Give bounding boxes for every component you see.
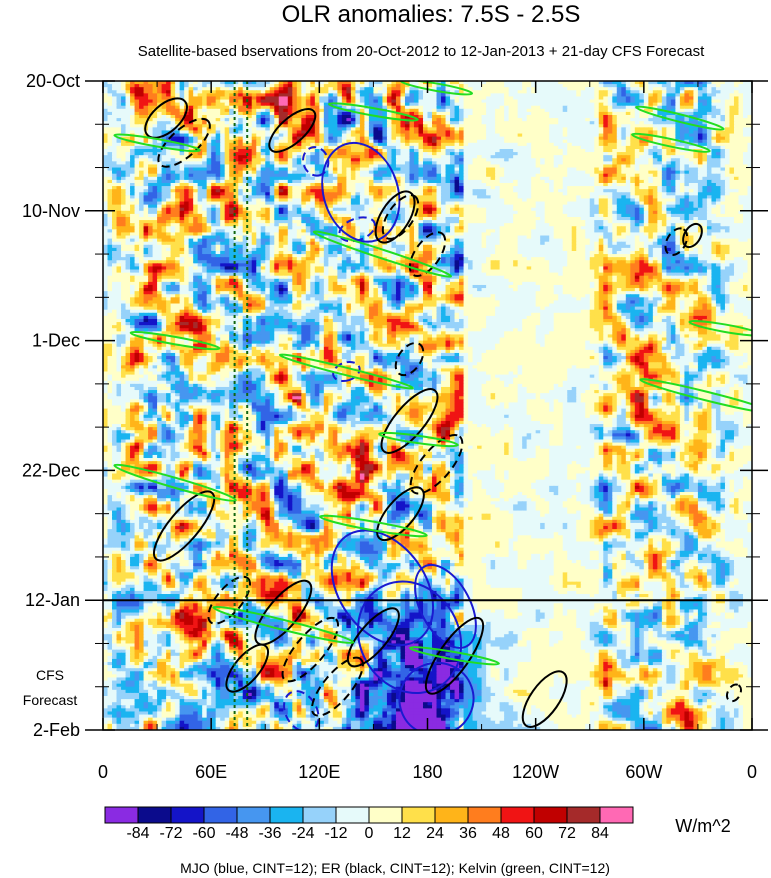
heatmap-cells [103,81,753,731]
olr-hovmoller-chart: OLR anomalies: 7.5S - 2.5S Satellite-bas… [0,0,771,878]
chart-title: OLR anomalies: 7.5S - 2.5S [282,1,581,28]
chart-subtitle: Satellite-based bservations from 20-Oct-… [138,43,705,60]
